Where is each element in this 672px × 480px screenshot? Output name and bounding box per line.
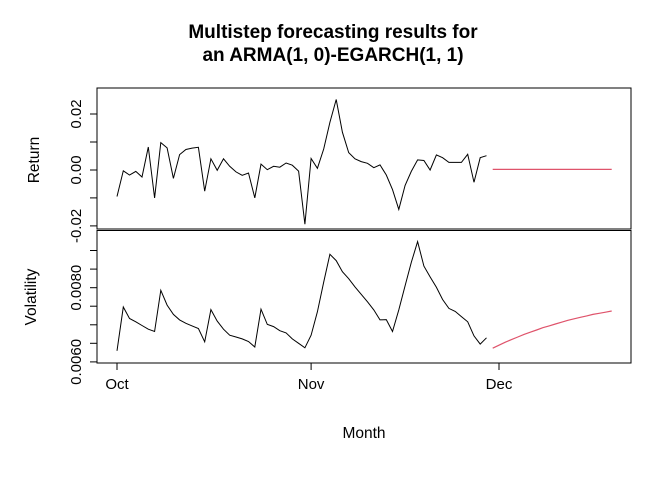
- y-tick-label-volatility: 0.0080: [68, 265, 85, 311]
- x-axis-label: Month: [342, 425, 386, 442]
- y-tick-label-return: -0.02: [68, 209, 85, 243]
- x-tick-label-oct: Oct: [105, 376, 129, 393]
- chart-title-line1: Multistep forecasting results for: [188, 22, 478, 43]
- panel-box-volatility: [96, 230, 632, 364]
- series-return-observed: [116, 99, 487, 225]
- chart-title-line2: an ARMA(1, 0)-EGARCH(1, 1): [202, 45, 464, 66]
- chart-title: Multistep forecasting results for an ARM…: [0, 21, 666, 67]
- y-tick-label-volatility: 0.0060: [68, 339, 85, 385]
- x-tick-label-nov: Nov: [298, 376, 325, 393]
- panel-box-return: [96, 87, 632, 230]
- y-tick-label-return: 0.02: [68, 99, 85, 128]
- series-volatility-forecast: [492, 310, 612, 349]
- y-tick-label-return: 0.00: [68, 155, 85, 184]
- series-volatility-observed: [116, 239, 487, 351]
- x-tick-label-dec: Dec: [486, 376, 513, 393]
